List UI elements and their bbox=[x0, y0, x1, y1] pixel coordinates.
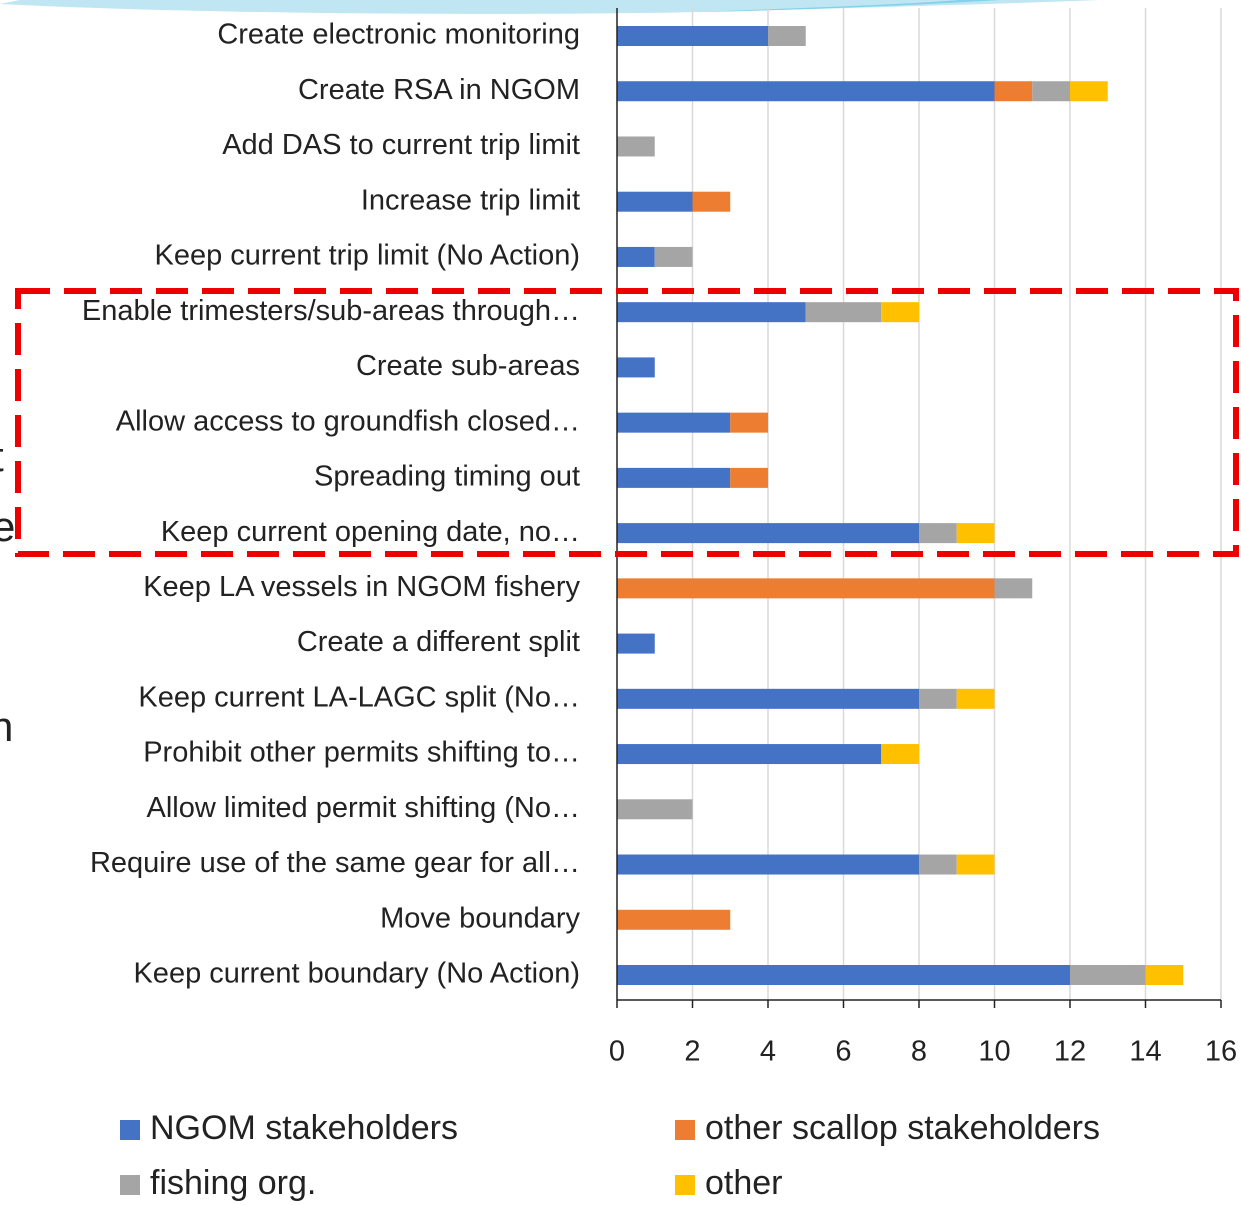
decor-swoosh bbox=[0, 0, 1100, 14]
legend-label: NGOM stakeholders bbox=[150, 1109, 458, 1147]
bar-segment bbox=[617, 412, 731, 433]
category-label: Spreading timing out bbox=[314, 461, 580, 493]
bar-segment bbox=[617, 136, 655, 157]
legend-label: fishing org. bbox=[150, 1164, 316, 1202]
category-label: Allow access to groundfish closed… bbox=[116, 405, 580, 437]
bar-segment bbox=[617, 965, 1070, 985]
category-label: Prohibit other permits shifting to… bbox=[143, 737, 580, 769]
bar-segment bbox=[617, 633, 655, 654]
bar-segment bbox=[881, 302, 919, 323]
category-label: Move boundary bbox=[380, 902, 580, 934]
bar-segment bbox=[730, 467, 768, 488]
x-tick-label: 12 bbox=[1054, 1036, 1086, 1068]
bar-segment bbox=[1070, 965, 1146, 985]
bar-segment bbox=[617, 467, 731, 488]
category-label: Keep current trip limit (No Action) bbox=[155, 240, 580, 272]
bar-segment bbox=[617, 854, 919, 875]
category-label: Keep LA vessels in NGOM fishery bbox=[143, 571, 580, 603]
x-tick-label: 8 bbox=[911, 1036, 927, 1068]
bar-segment bbox=[730, 412, 768, 433]
bar-segment bbox=[617, 191, 693, 212]
bar-segment bbox=[956, 854, 995, 875]
category-label: Keep current LA-LAGC split (No… bbox=[138, 681, 580, 713]
category-label: Create RSA in NGOM bbox=[298, 74, 580, 106]
bar-segment bbox=[617, 357, 655, 378]
bar-segment bbox=[617, 302, 806, 323]
background-text: n bbox=[0, 703, 13, 750]
category-label: Create sub-areas bbox=[356, 350, 580, 382]
background-text: t bbox=[0, 433, 4, 480]
background-text: e bbox=[0, 503, 15, 550]
legend-swatch bbox=[675, 1175, 695, 1195]
x-tick-label: 0 bbox=[609, 1036, 625, 1068]
bar-segment bbox=[617, 578, 995, 599]
category-label: Allow limited permit shifting (No… bbox=[146, 792, 580, 824]
legend-swatch bbox=[120, 1120, 140, 1140]
category-label: Create electronic monitoring bbox=[217, 19, 580, 51]
bar-segment bbox=[956, 688, 995, 709]
bar-segment bbox=[1032, 81, 1070, 102]
bar-segment bbox=[617, 688, 919, 709]
x-tick-label: 2 bbox=[684, 1036, 700, 1068]
legend-swatch bbox=[120, 1175, 140, 1195]
bar-segment bbox=[956, 523, 995, 544]
bar-segment bbox=[617, 744, 882, 765]
bar-segment bbox=[617, 909, 731, 930]
bar-segment bbox=[692, 191, 731, 212]
legend-label: other bbox=[705, 1164, 783, 1202]
x-tick-label: 4 bbox=[760, 1036, 776, 1068]
category-label: Add DAS to current trip limit bbox=[222, 129, 580, 161]
bar-segment bbox=[768, 26, 806, 46]
bar-segment bbox=[805, 302, 882, 323]
bar-segment bbox=[919, 854, 957, 875]
bar-segment bbox=[881, 744, 919, 765]
bar-segment bbox=[919, 688, 957, 709]
bar-segment bbox=[617, 246, 655, 267]
category-label: Create a different split bbox=[297, 626, 580, 658]
x-tick-label: 6 bbox=[835, 1036, 851, 1068]
decor-swoosh bbox=[700, 0, 1000, 12]
bar-segment bbox=[617, 799, 693, 820]
highlight-box bbox=[15, 288, 1239, 557]
category-label: Keep current boundary (No Action) bbox=[133, 958, 580, 990]
bar-segment bbox=[1145, 965, 1184, 985]
x-tick-label: 10 bbox=[978, 1036, 1010, 1068]
legend-label: other scallop stakeholders bbox=[705, 1109, 1100, 1147]
bar-segment bbox=[994, 81, 1033, 102]
bar-segment bbox=[654, 246, 693, 267]
x-tick-label: 16 bbox=[1205, 1036, 1237, 1068]
bar-segment bbox=[994, 578, 1033, 599]
category-label: Keep current opening date, no… bbox=[161, 516, 580, 548]
legend-swatch bbox=[675, 1120, 695, 1140]
category-label: Enable trimesters/sub-areas through… bbox=[82, 295, 580, 327]
bar-segment bbox=[1070, 81, 1108, 102]
x-tick-label: 14 bbox=[1129, 1036, 1161, 1068]
bar-segment bbox=[617, 81, 995, 102]
category-label: Increase trip limit bbox=[361, 184, 580, 216]
bar-segment bbox=[617, 523, 919, 544]
category-label: Require use of the same gear for all… bbox=[90, 847, 580, 879]
bar-segment bbox=[617, 26, 768, 46]
bar-segment bbox=[919, 523, 957, 544]
